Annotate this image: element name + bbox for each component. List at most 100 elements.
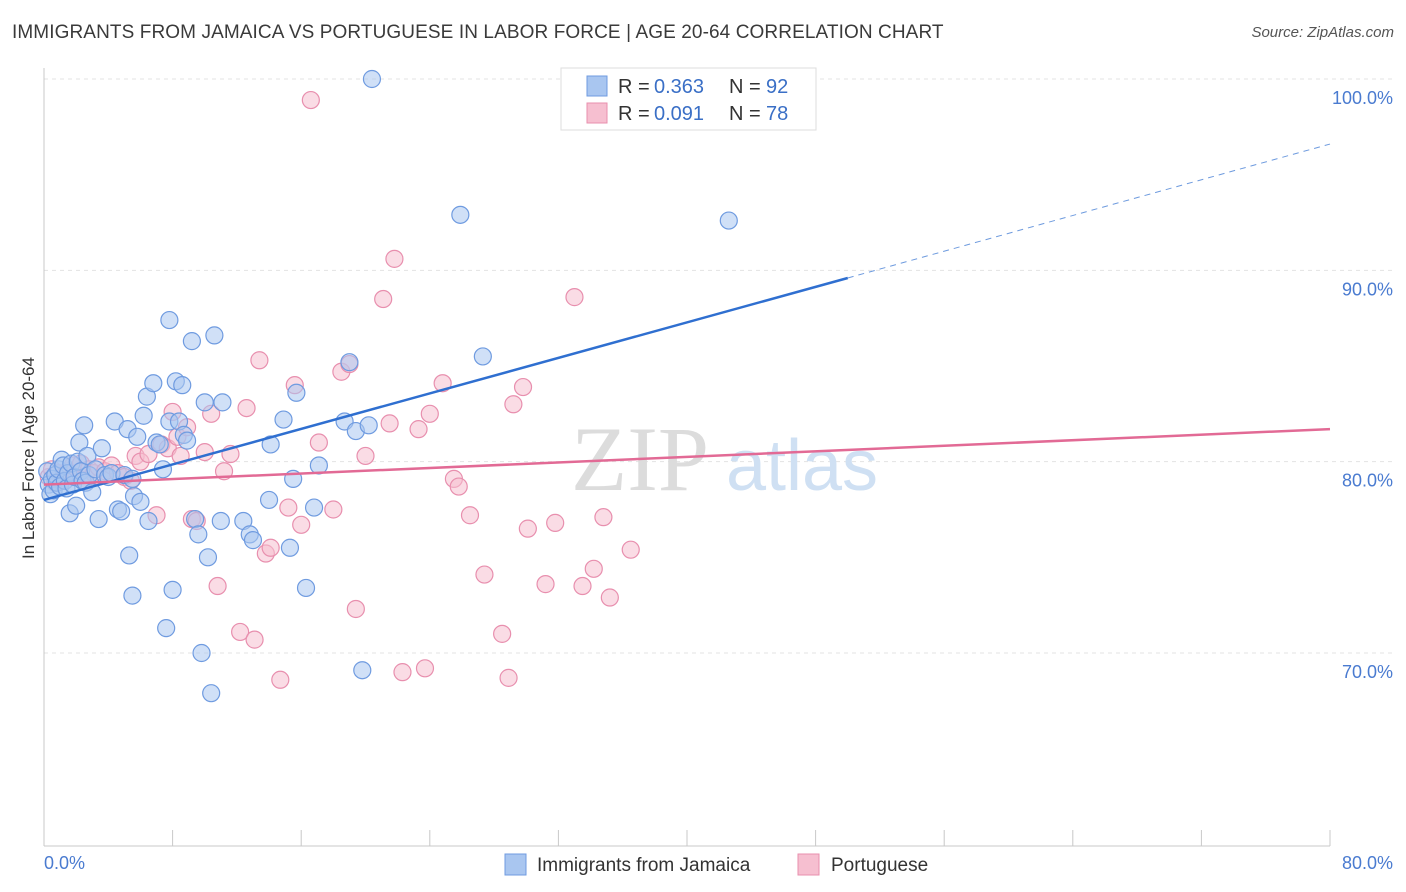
portuguese-point-63 bbox=[460, 506, 480, 525]
jamaica-point-88 bbox=[362, 69, 382, 89]
y-tick-label-80: 80.0% bbox=[1342, 471, 1393, 491]
jamaica-point-68 bbox=[205, 326, 224, 345]
x-ticks bbox=[43, 830, 1331, 846]
portuguese-point-69 bbox=[518, 519, 537, 538]
jamaica-point-52 bbox=[157, 619, 176, 638]
portuguese-point-57 bbox=[409, 420, 428, 439]
portuguese-point-77 bbox=[621, 540, 640, 559]
jamaica-point-77 bbox=[280, 538, 300, 557]
jamaica-point-55 bbox=[163, 580, 182, 599]
jamaica-trend-line bbox=[43, 276, 849, 502]
portuguese-point-74 bbox=[584, 559, 603, 578]
legend-r-label-1: R = bbox=[618, 76, 650, 98]
jamaica-point-43 bbox=[128, 427, 147, 446]
x-tick-label-max: 80.0% bbox=[1342, 853, 1393, 873]
portuguese-point-33 bbox=[208, 576, 227, 596]
portuguese-point-41 bbox=[261, 538, 280, 557]
portuguese-point-72 bbox=[565, 288, 584, 307]
legend-n-value-1: 92 bbox=[766, 76, 788, 98]
portuguese-point-55 bbox=[385, 249, 404, 268]
jamaica-point-18 bbox=[67, 496, 86, 515]
jamaica-point-91 bbox=[719, 211, 738, 230]
jamaica-point-40 bbox=[120, 546, 139, 565]
trend-lines bbox=[43, 143, 1331, 502]
jamaica-point-61 bbox=[182, 332, 201, 351]
portuguese-point-67 bbox=[504, 395, 523, 414]
portuguese-point-76 bbox=[600, 588, 619, 607]
portuguese-point-70 bbox=[536, 575, 555, 594]
jamaica-point-23 bbox=[75, 416, 94, 435]
legend-n-label-2: N = bbox=[729, 103, 761, 125]
portuguese-point-54 bbox=[380, 414, 399, 433]
jamaica-point-69 bbox=[211, 511, 230, 531]
jamaica-point-25 bbox=[78, 446, 97, 466]
bottom-legend-label-jamaica: Immigrants from Jamaica bbox=[537, 855, 751, 876]
portuguese-point-37 bbox=[237, 398, 256, 418]
jamaica-point-47 bbox=[139, 511, 158, 531]
legend-swatch-portuguese bbox=[586, 102, 608, 124]
bottom-legend: Immigrants from Jamaica Portuguese bbox=[504, 853, 928, 876]
jamaica-points bbox=[38, 69, 738, 703]
jamaica-trend-extension bbox=[847, 143, 1331, 279]
portuguese-point-68 bbox=[513, 377, 533, 397]
portuguese-point-71 bbox=[546, 513, 565, 532]
jamaica-point-70 bbox=[213, 393, 232, 412]
jamaica-point-75 bbox=[261, 435, 280, 454]
jamaica-point-65 bbox=[195, 393, 214, 412]
legend-r-label-2: R = bbox=[618, 103, 650, 125]
legend-n-value-2: 78 bbox=[766, 103, 788, 125]
source-label: Source: ZipAtlas.com bbox=[1251, 24, 1394, 41]
portuguese-point-52 bbox=[356, 446, 375, 466]
jamaica-point-60 bbox=[177, 431, 197, 450]
jamaica-point-87 bbox=[359, 416, 378, 435]
jamaica-point-62 bbox=[186, 509, 205, 529]
y-tick-label-100: 100.0% bbox=[1332, 88, 1393, 108]
jamaica-point-41 bbox=[123, 586, 142, 605]
portuguese-point-38 bbox=[245, 630, 264, 649]
jamaica-point-30 bbox=[92, 439, 111, 458]
x-tick-label-min: 0.0% bbox=[44, 853, 85, 873]
portuguese-point-48 bbox=[324, 500, 343, 519]
portuguese-point-65 bbox=[493, 624, 512, 643]
portuguese-point-58 bbox=[415, 659, 435, 678]
portuguese-point-75 bbox=[594, 508, 613, 527]
portuguese-point-42 bbox=[271, 670, 290, 689]
jamaica-point-76 bbox=[274, 410, 293, 429]
legend-r-value-2: 0.091 bbox=[654, 103, 704, 125]
jamaica-point-29 bbox=[89, 509, 108, 529]
portuguese-point-53 bbox=[374, 289, 393, 309]
y-tick-label-70: 70.0% bbox=[1342, 662, 1393, 682]
portuguese-point-66 bbox=[499, 668, 518, 687]
legend-swatch-jamaica bbox=[586, 75, 608, 97]
portuguese-point-62 bbox=[449, 477, 468, 496]
jamaica-point-54 bbox=[160, 310, 179, 330]
jamaica-point-20 bbox=[70, 433, 89, 452]
jamaica-point-89 bbox=[451, 205, 470, 224]
jamaica-point-81 bbox=[304, 498, 324, 517]
y-axis-label: In Labor Force | Age 20-64 bbox=[19, 357, 38, 559]
chart-title: IMMIGRANTS FROM JAMAICA VS PORTUGUESE IN… bbox=[12, 22, 944, 43]
bottom-legend-swatch-portuguese bbox=[797, 853, 820, 876]
portuguese-point-36 bbox=[231, 622, 250, 642]
jamaica-point-90 bbox=[473, 347, 492, 366]
jamaica-point-64 bbox=[192, 643, 211, 663]
legend-n-label-1: N = bbox=[729, 76, 761, 98]
portuguese-point-45 bbox=[292, 515, 311, 534]
jamaica-point-45 bbox=[134, 406, 153, 425]
legend-r-value-1: 0.363 bbox=[654, 76, 704, 98]
y-tick-labels: 70.0% 80.0% 90.0% 100.0% bbox=[1332, 88, 1393, 682]
portuguese-point-73 bbox=[573, 576, 592, 596]
jamaica-point-79 bbox=[287, 383, 306, 402]
jamaica-point-63 bbox=[189, 525, 208, 544]
portuguese-point-51 bbox=[346, 599, 365, 619]
portuguese-point-59 bbox=[420, 404, 439, 423]
jamaica-point-84 bbox=[340, 353, 359, 372]
jamaica-point-86 bbox=[353, 661, 372, 680]
bottom-legend-swatch-jamaica bbox=[504, 853, 527, 876]
portuguese-point-39 bbox=[250, 351, 269, 370]
portuguese-point-46 bbox=[301, 90, 320, 110]
bottom-legend-label-portuguese: Portuguese bbox=[831, 855, 928, 876]
jamaica-point-67 bbox=[202, 684, 221, 703]
portuguese-point-64 bbox=[475, 565, 494, 584]
portuguese-point-43 bbox=[279, 498, 298, 517]
